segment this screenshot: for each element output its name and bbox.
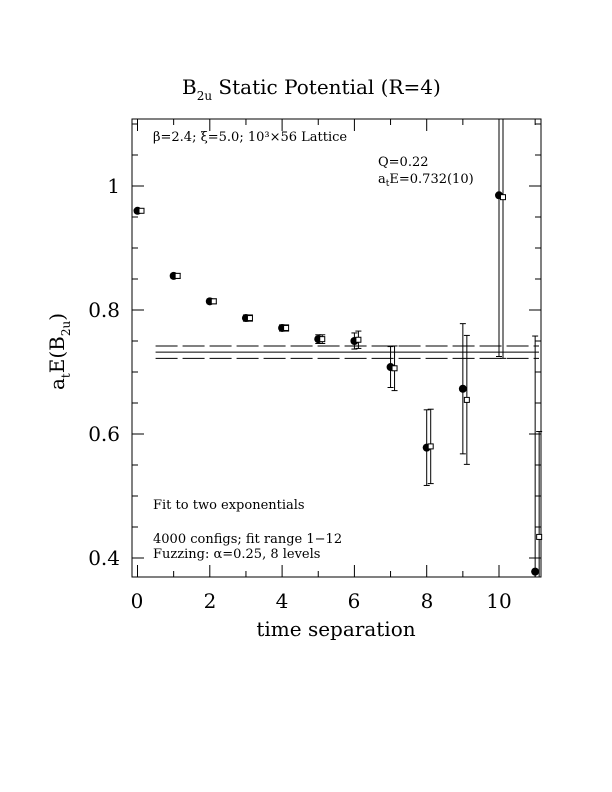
data-point-square bbox=[427, 443, 434, 450]
data-point-square bbox=[355, 336, 362, 343]
data-point-square bbox=[283, 324, 290, 331]
y-tick-label-0.8: 0.8 bbox=[88, 298, 120, 322]
x-tick-label-10: 10 bbox=[486, 589, 511, 613]
y-axis-label: atE(B2u) bbox=[45, 313, 73, 390]
q-annotation: Q=0.22 bbox=[378, 155, 429, 170]
x-tick-label-6: 6 bbox=[348, 589, 361, 613]
data-point-square bbox=[463, 396, 470, 403]
lattice-annotation: β=2.4; ξ=5.0; 10³×56 Lattice bbox=[153, 130, 347, 145]
plot-frame bbox=[131, 118, 542, 578]
x-tick-label-8: 8 bbox=[421, 589, 434, 613]
y-tick-label-0.6: 0.6 bbox=[88, 422, 120, 446]
configs-annotation: 4000 configs; fit range 1−12 bbox=[153, 532, 342, 547]
fit-band bbox=[155, 345, 539, 359]
fit-annotation: Fit to two exponentials bbox=[153, 498, 305, 513]
data-point-square bbox=[174, 272, 181, 279]
data-point-square bbox=[500, 194, 506, 201]
data-point-square bbox=[391, 365, 398, 372]
energy-annotation: atE=0.732(10) bbox=[378, 172, 474, 189]
chart-title: B2u Static Potential (R=4) bbox=[182, 75, 441, 103]
data-point-square bbox=[246, 315, 253, 322]
data-point-circle bbox=[531, 567, 540, 576]
y-tick-label-1: 1 bbox=[107, 174, 120, 198]
data-point-circle bbox=[458, 384, 467, 393]
data-point-square bbox=[210, 298, 217, 305]
fuzzing-annotation: Fuzzing: α=0.25, 8 levels bbox=[153, 547, 320, 562]
x-tick-label-2: 2 bbox=[204, 589, 217, 613]
x-tick-label-0: 0 bbox=[131, 589, 144, 613]
x-axis-label: time separation bbox=[256, 617, 415, 641]
data-point-square bbox=[138, 207, 145, 214]
data-point-square bbox=[536, 533, 543, 540]
x-tick-label-4: 4 bbox=[276, 589, 289, 613]
y-tick-label-0.4: 0.4 bbox=[88, 546, 120, 570]
data-points bbox=[133, 119, 543, 577]
data-point-square bbox=[319, 336, 326, 343]
